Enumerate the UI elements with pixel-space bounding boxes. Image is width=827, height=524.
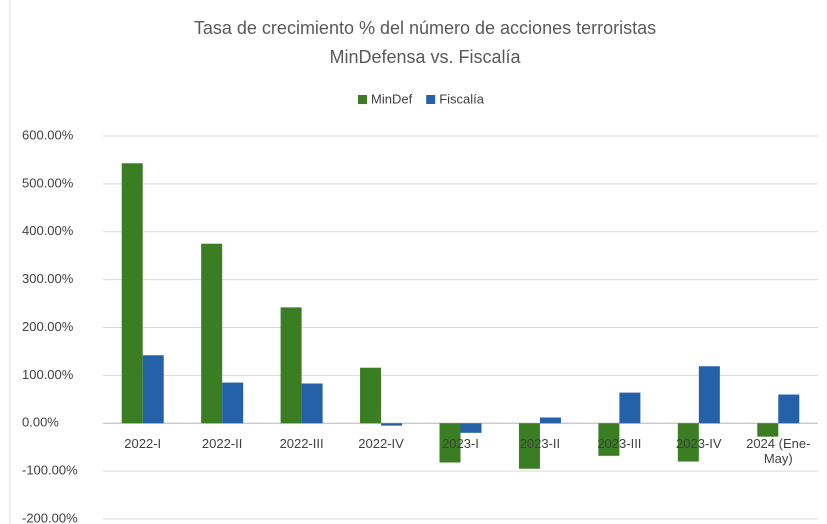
bar <box>360 367 382 424</box>
y-tick-label: 500.00% <box>22 175 74 190</box>
y-tick-label: 0.00% <box>22 415 59 430</box>
x-tick-label: 2023-II <box>519 436 561 452</box>
x-tick-container: 2022-IV <box>358 436 404 452</box>
y-tick-label: 600.00% <box>22 127 74 142</box>
chart-title: Tasa de crecimiento % del número de acci… <box>194 18 656 38</box>
x-tick-container: 2023-IV <box>676 436 722 452</box>
bar <box>598 423 620 456</box>
legend-swatch <box>358 95 367 104</box>
x-tick-label: 2024 (Ene-May) <box>746 436 811 467</box>
x-tick-container: 2023-III <box>597 436 642 452</box>
bar <box>121 163 143 424</box>
bar <box>539 417 561 424</box>
bar <box>757 423 779 437</box>
bar <box>222 382 244 424</box>
bar <box>381 423 403 426</box>
x-tick-container: 2023-II <box>519 436 561 452</box>
bar <box>439 423 461 463</box>
chart-subtitle: MinDefensa vs. Fiscalía <box>329 47 521 67</box>
y-tick-label: -100.00% <box>22 463 78 478</box>
bar <box>698 366 720 424</box>
bar <box>677 423 699 462</box>
bar <box>778 394 800 424</box>
bar <box>619 392 641 424</box>
legend-label: Fiscalía <box>439 91 485 106</box>
y-tick-label: -200.00% <box>22 510 78 524</box>
bar <box>460 423 482 433</box>
x-tick-container: 2022-I <box>124 436 162 452</box>
x-tick-container: 2024 (Ene-May) <box>746 436 811 467</box>
x-tick-label: 2023-I <box>442 436 479 452</box>
bar <box>142 355 164 424</box>
x-tick-label: 2022-II <box>201 436 243 452</box>
y-tick-label: 100.00% <box>22 367 74 382</box>
bar <box>280 307 302 424</box>
x-tick-label: 2023-IV <box>676 436 722 452</box>
x-tick-label: 2022-I <box>124 436 162 452</box>
bar <box>301 383 323 424</box>
bar <box>518 423 540 469</box>
y-tick-label: 200.00% <box>22 319 74 334</box>
legend-label: MinDef <box>371 91 413 106</box>
x-tick-label: 2023-III <box>597 436 642 452</box>
x-tick-container: 2022-III <box>279 436 324 452</box>
y-tick-label: 400.00% <box>22 223 74 238</box>
x-tick-container: 2022-II <box>201 436 243 452</box>
legend-swatch <box>426 95 436 104</box>
x-tick-label: 2022-IV <box>358 436 404 452</box>
x-tick-container: 2023-I <box>442 436 479 452</box>
x-tick-label: 2022-III <box>279 436 324 452</box>
bar <box>201 243 223 424</box>
y-tick-label: 300.00% <box>22 271 74 286</box>
